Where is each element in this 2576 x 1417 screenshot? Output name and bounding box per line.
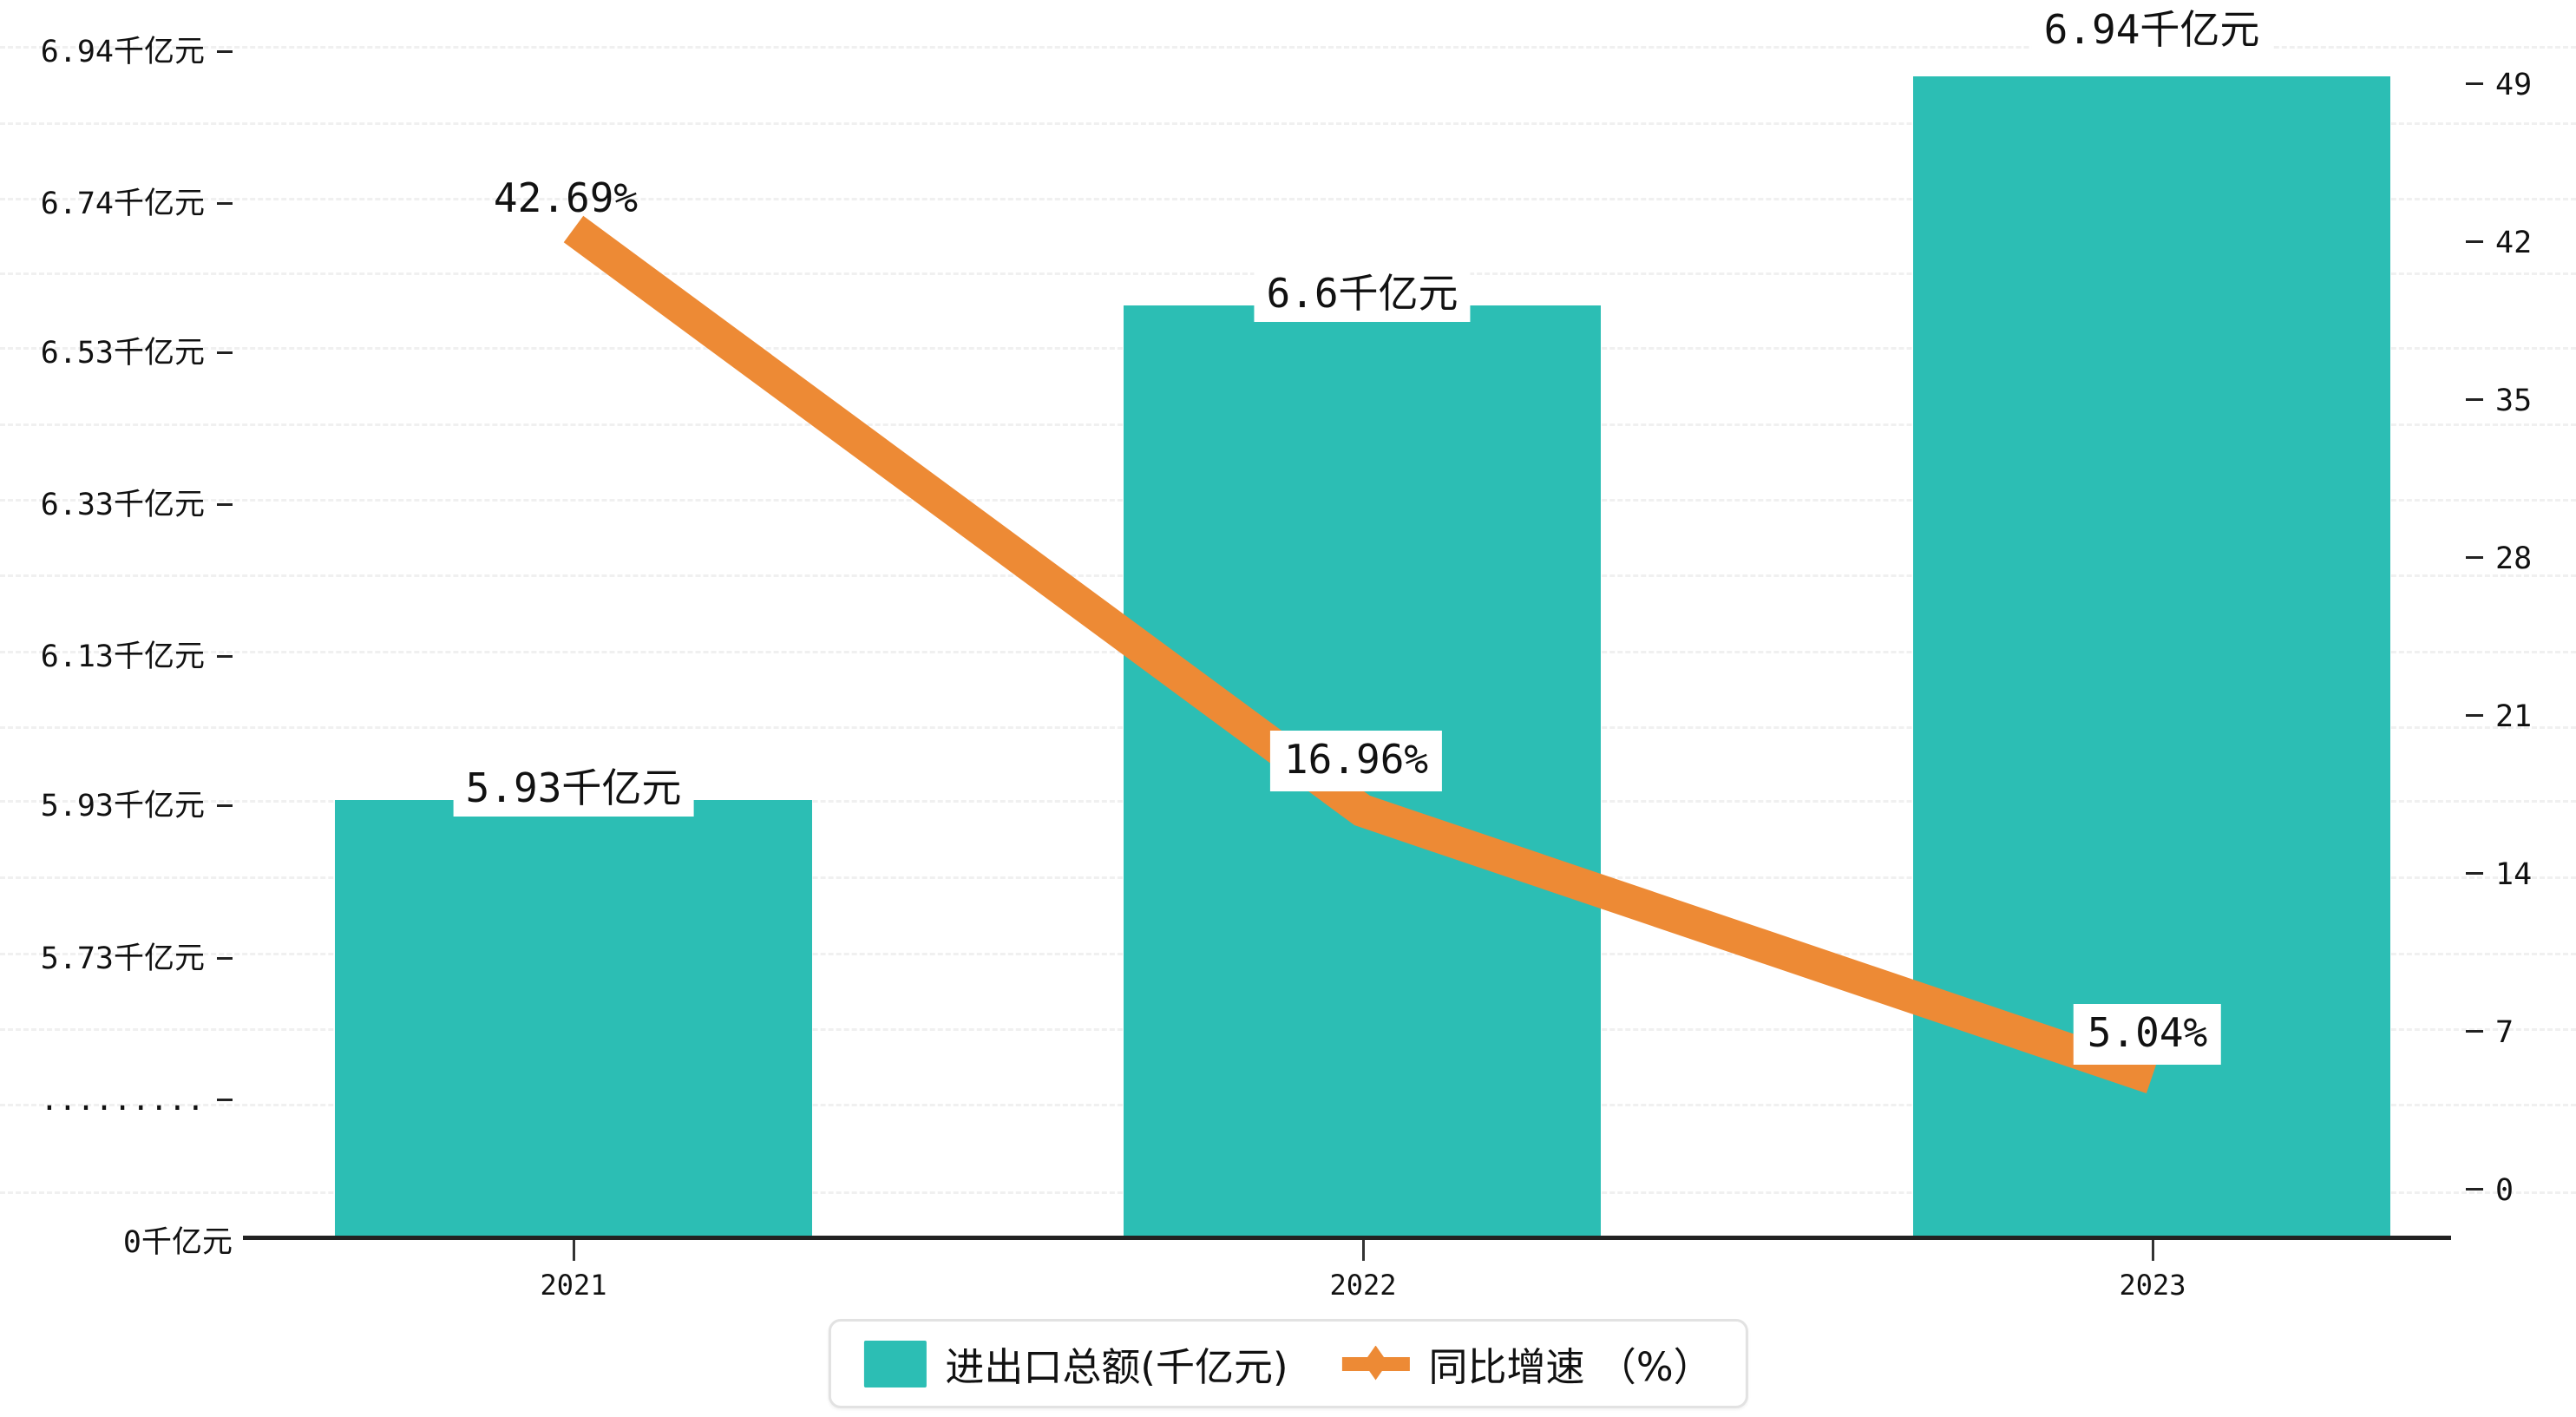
tick-mark-icon: [2466, 82, 2483, 85]
bar-value-label-2023: 6.94千亿元: [2031, 4, 2272, 58]
right-axis-tick-7: 49: [2466, 68, 2532, 102]
tick-mark-icon: [2466, 555, 2483, 559]
tick-mark-icon: [217, 804, 233, 807]
left-axis-tick-label: 5.73千亿元: [40, 941, 205, 976]
right-axis-tick-label: 49: [2495, 68, 2533, 102]
x-axis-line: [243, 1236, 2451, 1240]
left-axis-tick-0: 0千亿元: [0, 1217, 233, 1262]
tick-mark-icon: [217, 49, 233, 53]
legend-item-import-export-total[interactable]: 进出口总额(千亿元): [863, 1335, 1288, 1392]
left-axis-tick-6: 6.53千亿元: [0, 328, 233, 372]
right-axis-tick-3: 21: [2466, 699, 2532, 734]
legend-label-growth-rate: 同比增速 （%）: [1428, 1344, 1713, 1390]
tick-mark-icon: [2466, 397, 2483, 401]
legend-label-import-export-total: 进出口总额(千亿元): [945, 1344, 1288, 1390]
legend-line-diamond-icon: [1341, 1341, 1410, 1387]
chart-legend: 进出口总额(千亿元) 同比增速 （%）: [828, 1319, 1748, 1408]
x-tick-mark-2021: [573, 1240, 575, 1261]
left-axis-tick-7: 6.74千亿元: [0, 179, 233, 223]
gridline: [0, 198, 2576, 200]
left-axis-tick-5: 6.33千亿元: [0, 480, 233, 524]
tick-mark-icon: [217, 1098, 233, 1101]
x-tick-mark-2023: [2152, 1240, 2154, 1261]
left-axis-tick-label: 5.93千亿元: [40, 789, 205, 823]
right-axis-tick-label: 7: [2495, 1015, 2514, 1050]
gridline: [0, 122, 2576, 125]
x-axis-label-2022: 2022: [1329, 1269, 1397, 1302]
tick-mark-icon: [217, 956, 233, 960]
growth-value-label-2023: 5.04%: [2073, 1004, 2222, 1065]
left-axis-tick-8: 6.94千亿元: [0, 27, 233, 71]
left-axis-tick-label: 0千亿元: [122, 1225, 233, 1260]
right-axis-tick-6: 42: [2466, 226, 2532, 260]
tick-mark-icon: [2466, 1029, 2483, 1033]
legend-item-growth-rate[interactable]: 同比增速 （%）: [1341, 1335, 1713, 1392]
left-axis-tick-1: .........: [0, 1083, 233, 1118]
tick-mark-icon: [217, 201, 233, 205]
right-axis-tick-0: 0: [2466, 1173, 2514, 1208]
x-axis-label-2021: 2021: [540, 1269, 607, 1302]
bar-value-label-2022: 6.6千亿元: [1254, 268, 1471, 322]
growth-value-label-2022: 16.96%: [1269, 731, 1443, 791]
right-axis-tick-label: 42: [2495, 226, 2533, 260]
tick-mark-icon: [2466, 239, 2483, 243]
right-axis-tick-label: 35: [2495, 384, 2533, 418]
x-tick-mark-2022: [1362, 1240, 1365, 1261]
bar-value-label-2021: 5.93千亿元: [453, 763, 694, 817]
right-axis-tick-2: 14: [2466, 857, 2532, 892]
left-axis-tick-label-ellipsis: .........: [40, 1083, 205, 1118]
tick-mark-icon: [2466, 1187, 2483, 1191]
left-axis-tick-label: 6.13千亿元: [40, 640, 205, 674]
left-axis-tick-3: 5.93千亿元: [0, 781, 233, 825]
left-axis-tick-4: 6.13千亿元: [0, 632, 233, 676]
tick-mark-icon: [217, 654, 233, 658]
left-axis-tick-label: 6.53千亿元: [40, 336, 205, 371]
growth-value-label-2021: 42.69%: [493, 174, 639, 221]
right-axis-tick-label: 0: [2495, 1173, 2514, 1208]
tick-mark-icon: [217, 351, 233, 354]
right-axis-tick-1: 7: [2466, 1015, 2514, 1050]
gridline: [0, 46, 2576, 49]
left-axis-tick-label: 6.74千亿元: [40, 187, 205, 221]
right-axis-tick-5: 35: [2466, 384, 2532, 418]
right-axis-tick-label: 28: [2495, 541, 2533, 576]
x-axis-label-2023: 2023: [2119, 1269, 2186, 1302]
tick-mark-icon: [2466, 713, 2483, 717]
tick-mark-icon: [217, 502, 233, 506]
legend-bar-swatch-icon: [863, 1340, 927, 1387]
right-axis-tick-label: 21: [2495, 699, 2533, 734]
tick-mark-icon: [2466, 871, 2483, 875]
left-axis-tick-label: 6.94千亿元: [40, 35, 205, 69]
bar-2021[interactable]: [335, 800, 812, 1237]
left-axis-tick-2: 5.73千亿元: [0, 934, 233, 978]
right-axis-tick-4: 28: [2466, 541, 2532, 576]
right-axis-tick-label: 14: [2495, 857, 2533, 892]
left-axis-tick-label: 6.33千亿元: [40, 488, 205, 522]
